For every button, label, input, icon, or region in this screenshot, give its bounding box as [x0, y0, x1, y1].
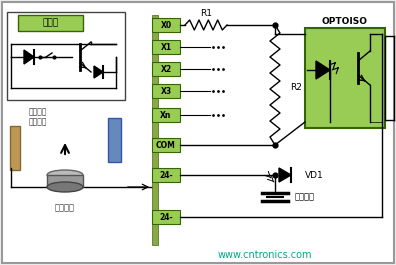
Text: 直流两线
接近开关: 直流两线 接近开关: [29, 107, 47, 126]
Text: R2: R2: [290, 83, 302, 92]
Text: www.cntronics.com: www.cntronics.com: [218, 250, 312, 260]
Bar: [152, 84, 180, 98]
Bar: [152, 108, 180, 122]
Polygon shape: [24, 50, 34, 64]
Bar: [47, 175, 83, 187]
Bar: [305, 28, 385, 128]
Bar: [10, 126, 20, 170]
Text: 外置电源: 外置电源: [55, 204, 75, 213]
Polygon shape: [279, 168, 291, 182]
Polygon shape: [94, 66, 103, 78]
Bar: [152, 168, 180, 182]
Polygon shape: [316, 61, 330, 79]
Ellipse shape: [47, 182, 83, 192]
Bar: [18, 15, 83, 31]
Text: OPTOISO: OPTOISO: [322, 16, 368, 25]
Bar: [7, 12, 125, 100]
Text: X0: X0: [160, 20, 171, 29]
Text: X1: X1: [160, 42, 171, 51]
Text: VD1: VD1: [305, 170, 324, 179]
Bar: [152, 15, 158, 245]
Bar: [152, 62, 180, 76]
Bar: [152, 210, 180, 224]
Text: X2: X2: [160, 64, 171, 73]
Text: 内置电源: 内置电源: [295, 192, 315, 201]
Bar: [108, 118, 121, 162]
Bar: [152, 138, 180, 152]
Text: 24-: 24-: [159, 213, 173, 222]
Text: R1: R1: [200, 10, 212, 19]
Text: COM: COM: [156, 140, 176, 149]
Bar: [152, 40, 180, 54]
Ellipse shape: [47, 170, 83, 180]
Text: Xn: Xn: [160, 111, 172, 120]
Text: 主电路: 主电路: [43, 19, 59, 28]
Text: X3: X3: [160, 86, 171, 95]
Bar: [152, 18, 180, 32]
Text: 24-: 24-: [159, 170, 173, 179]
